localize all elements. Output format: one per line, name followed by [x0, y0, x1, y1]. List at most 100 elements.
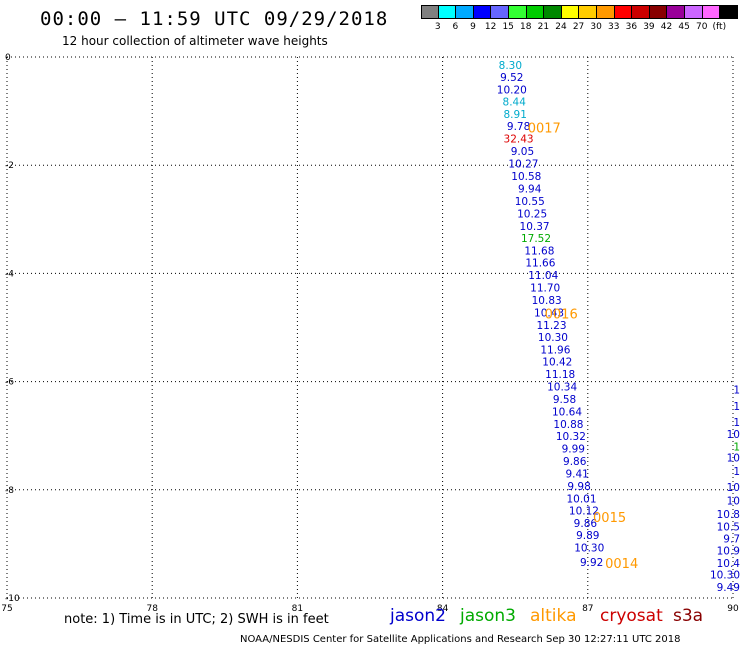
- data-point-label: 9.89: [576, 530, 599, 542]
- x-tick-label: 78: [146, 604, 158, 614]
- data-point-label: 11.96: [540, 345, 570, 357]
- edge-point-label: 1: [733, 417, 740, 429]
- legend-label: 27: [572, 22, 585, 32]
- data-point-label: 10.58: [511, 171, 541, 183]
- edge-point-label: 10: [727, 429, 740, 441]
- edge-point-label: 1: [733, 466, 740, 478]
- y-tick-label: -2: [5, 161, 14, 171]
- legend-swatch: [579, 5, 597, 19]
- legend-label: 15: [502, 22, 514, 32]
- data-point-label: 9.94: [518, 183, 542, 195]
- data-point-label: 8.91: [504, 109, 527, 121]
- edge-point-label: 10.5: [717, 522, 740, 534]
- data-point-label: 9.92: [580, 557, 603, 569]
- legend-label: 70: [695, 22, 708, 32]
- edge-point-label: 1: [733, 401, 740, 413]
- legend-label: (ft): [712, 22, 727, 32]
- legend-swatch: [561, 5, 580, 19]
- data-point-label: 9.99: [562, 444, 585, 456]
- chart-note: note: 1) Time is in UTC; 2) SWH is in fe…: [64, 612, 329, 627]
- edge-point-label: 1: [733, 442, 740, 454]
- data-point-label: 10.55: [515, 196, 545, 208]
- edge-point-label: 10.4: [717, 558, 740, 570]
- edge-point-label: 10.8: [717, 509, 740, 521]
- data-point-label: 10.25: [517, 208, 547, 220]
- legend-swatch: [596, 5, 615, 19]
- x-tick-label: 75: [1, 604, 12, 614]
- data-point-label: 9.98: [567, 481, 590, 493]
- data-point-label: 8.44: [503, 96, 527, 108]
- data-point-label: 10.27: [508, 159, 538, 171]
- data-point-label: 10.34: [547, 381, 577, 393]
- legend-swatch: [491, 5, 509, 19]
- legend-swatch: [632, 5, 650, 19]
- data-point-label: 9.86: [563, 456, 587, 468]
- satellite-jason3: jason3: [460, 606, 516, 626]
- data-point-label: 9.86: [574, 518, 598, 530]
- legend-label: 39: [643, 22, 655, 32]
- color-scale-legend: [421, 5, 738, 19]
- data-point-label: 9.52: [500, 72, 523, 84]
- data-point-label: 9.41: [565, 469, 588, 481]
- y-tick-label: -6: [5, 378, 14, 388]
- legend-swatch: [702, 5, 721, 19]
- legend-swatch: [438, 5, 457, 19]
- satellite-s3a: s3a: [673, 606, 704, 626]
- chart-footer: NOAA/NESDIS Center for Satellite Applica…: [240, 634, 681, 645]
- data-point-label: 8.30: [499, 60, 522, 72]
- legend-swatch: [684, 5, 703, 19]
- legend-label: 42: [660, 22, 673, 32]
- data-point-label: 11.18: [545, 369, 575, 381]
- y-tick-label: -8: [5, 486, 14, 496]
- edge-point-label: 9.7: [723, 533, 740, 545]
- legend-swatch: [526, 5, 545, 19]
- legend-swatch: [667, 5, 685, 19]
- chart-subtitle: 12 hour collection of altimeter wave hei…: [62, 34, 328, 48]
- legend-label: 33: [608, 22, 620, 32]
- edge-point-label: 10.9: [717, 545, 740, 557]
- time-label: 0015: [593, 511, 626, 526]
- legend-label: 9: [470, 22, 476, 32]
- data-point-label: 11.04: [528, 270, 558, 282]
- data-point-label: 10.83: [532, 295, 562, 307]
- legend-swatch: [544, 5, 562, 19]
- x-tick-label: 87: [582, 604, 593, 614]
- legend-swatch: [421, 5, 439, 19]
- data-point-label: 9.58: [553, 394, 576, 406]
- data-point-label: 10.12: [569, 505, 599, 517]
- data-point-label: 10.42: [542, 357, 572, 369]
- edge-point-label: 10: [727, 496, 740, 508]
- legend-swatch: [720, 5, 738, 19]
- data-point-label: 10.20: [497, 84, 527, 96]
- x-tick-label: 84: [437, 604, 449, 614]
- legend-swatch: [649, 5, 668, 19]
- x-tick-label: 90: [727, 604, 739, 614]
- data-point-label: 10.43: [534, 307, 564, 319]
- data-point-label: 10.37: [520, 221, 550, 233]
- data-point-label: 11.68: [524, 246, 554, 258]
- satellite-jason2: jason2: [390, 606, 446, 626]
- data-point-label: 11.70: [530, 282, 560, 294]
- data-point-label: 9.05: [511, 146, 534, 158]
- legend-label: 30: [590, 22, 602, 32]
- data-point-label: 10.88: [553, 419, 583, 431]
- edge-point-label: 10: [727, 452, 740, 464]
- data-point-label: 17.52: [521, 233, 551, 245]
- time-label: 0014: [605, 557, 638, 572]
- satellite-cryosat: cryosat: [600, 606, 663, 626]
- data-point-label: 32.43: [504, 134, 534, 146]
- legend-label: 21: [537, 22, 550, 32]
- legend-label: 3: [434, 22, 441, 32]
- legend-swatch: [508, 5, 527, 19]
- edge-point-label: 10.30: [710, 570, 740, 582]
- legend-swatch: [614, 5, 633, 19]
- legend-label: 6: [452, 22, 459, 32]
- legend-label: 45: [678, 22, 690, 32]
- data-point-label: 10.01: [566, 493, 596, 505]
- legend-label: 18: [520, 22, 532, 32]
- data-point-label: 10.64: [552, 406, 582, 418]
- legend-swatch: [473, 5, 492, 19]
- edge-point-label: 10: [727, 482, 740, 494]
- time-label: 0017: [528, 121, 561, 136]
